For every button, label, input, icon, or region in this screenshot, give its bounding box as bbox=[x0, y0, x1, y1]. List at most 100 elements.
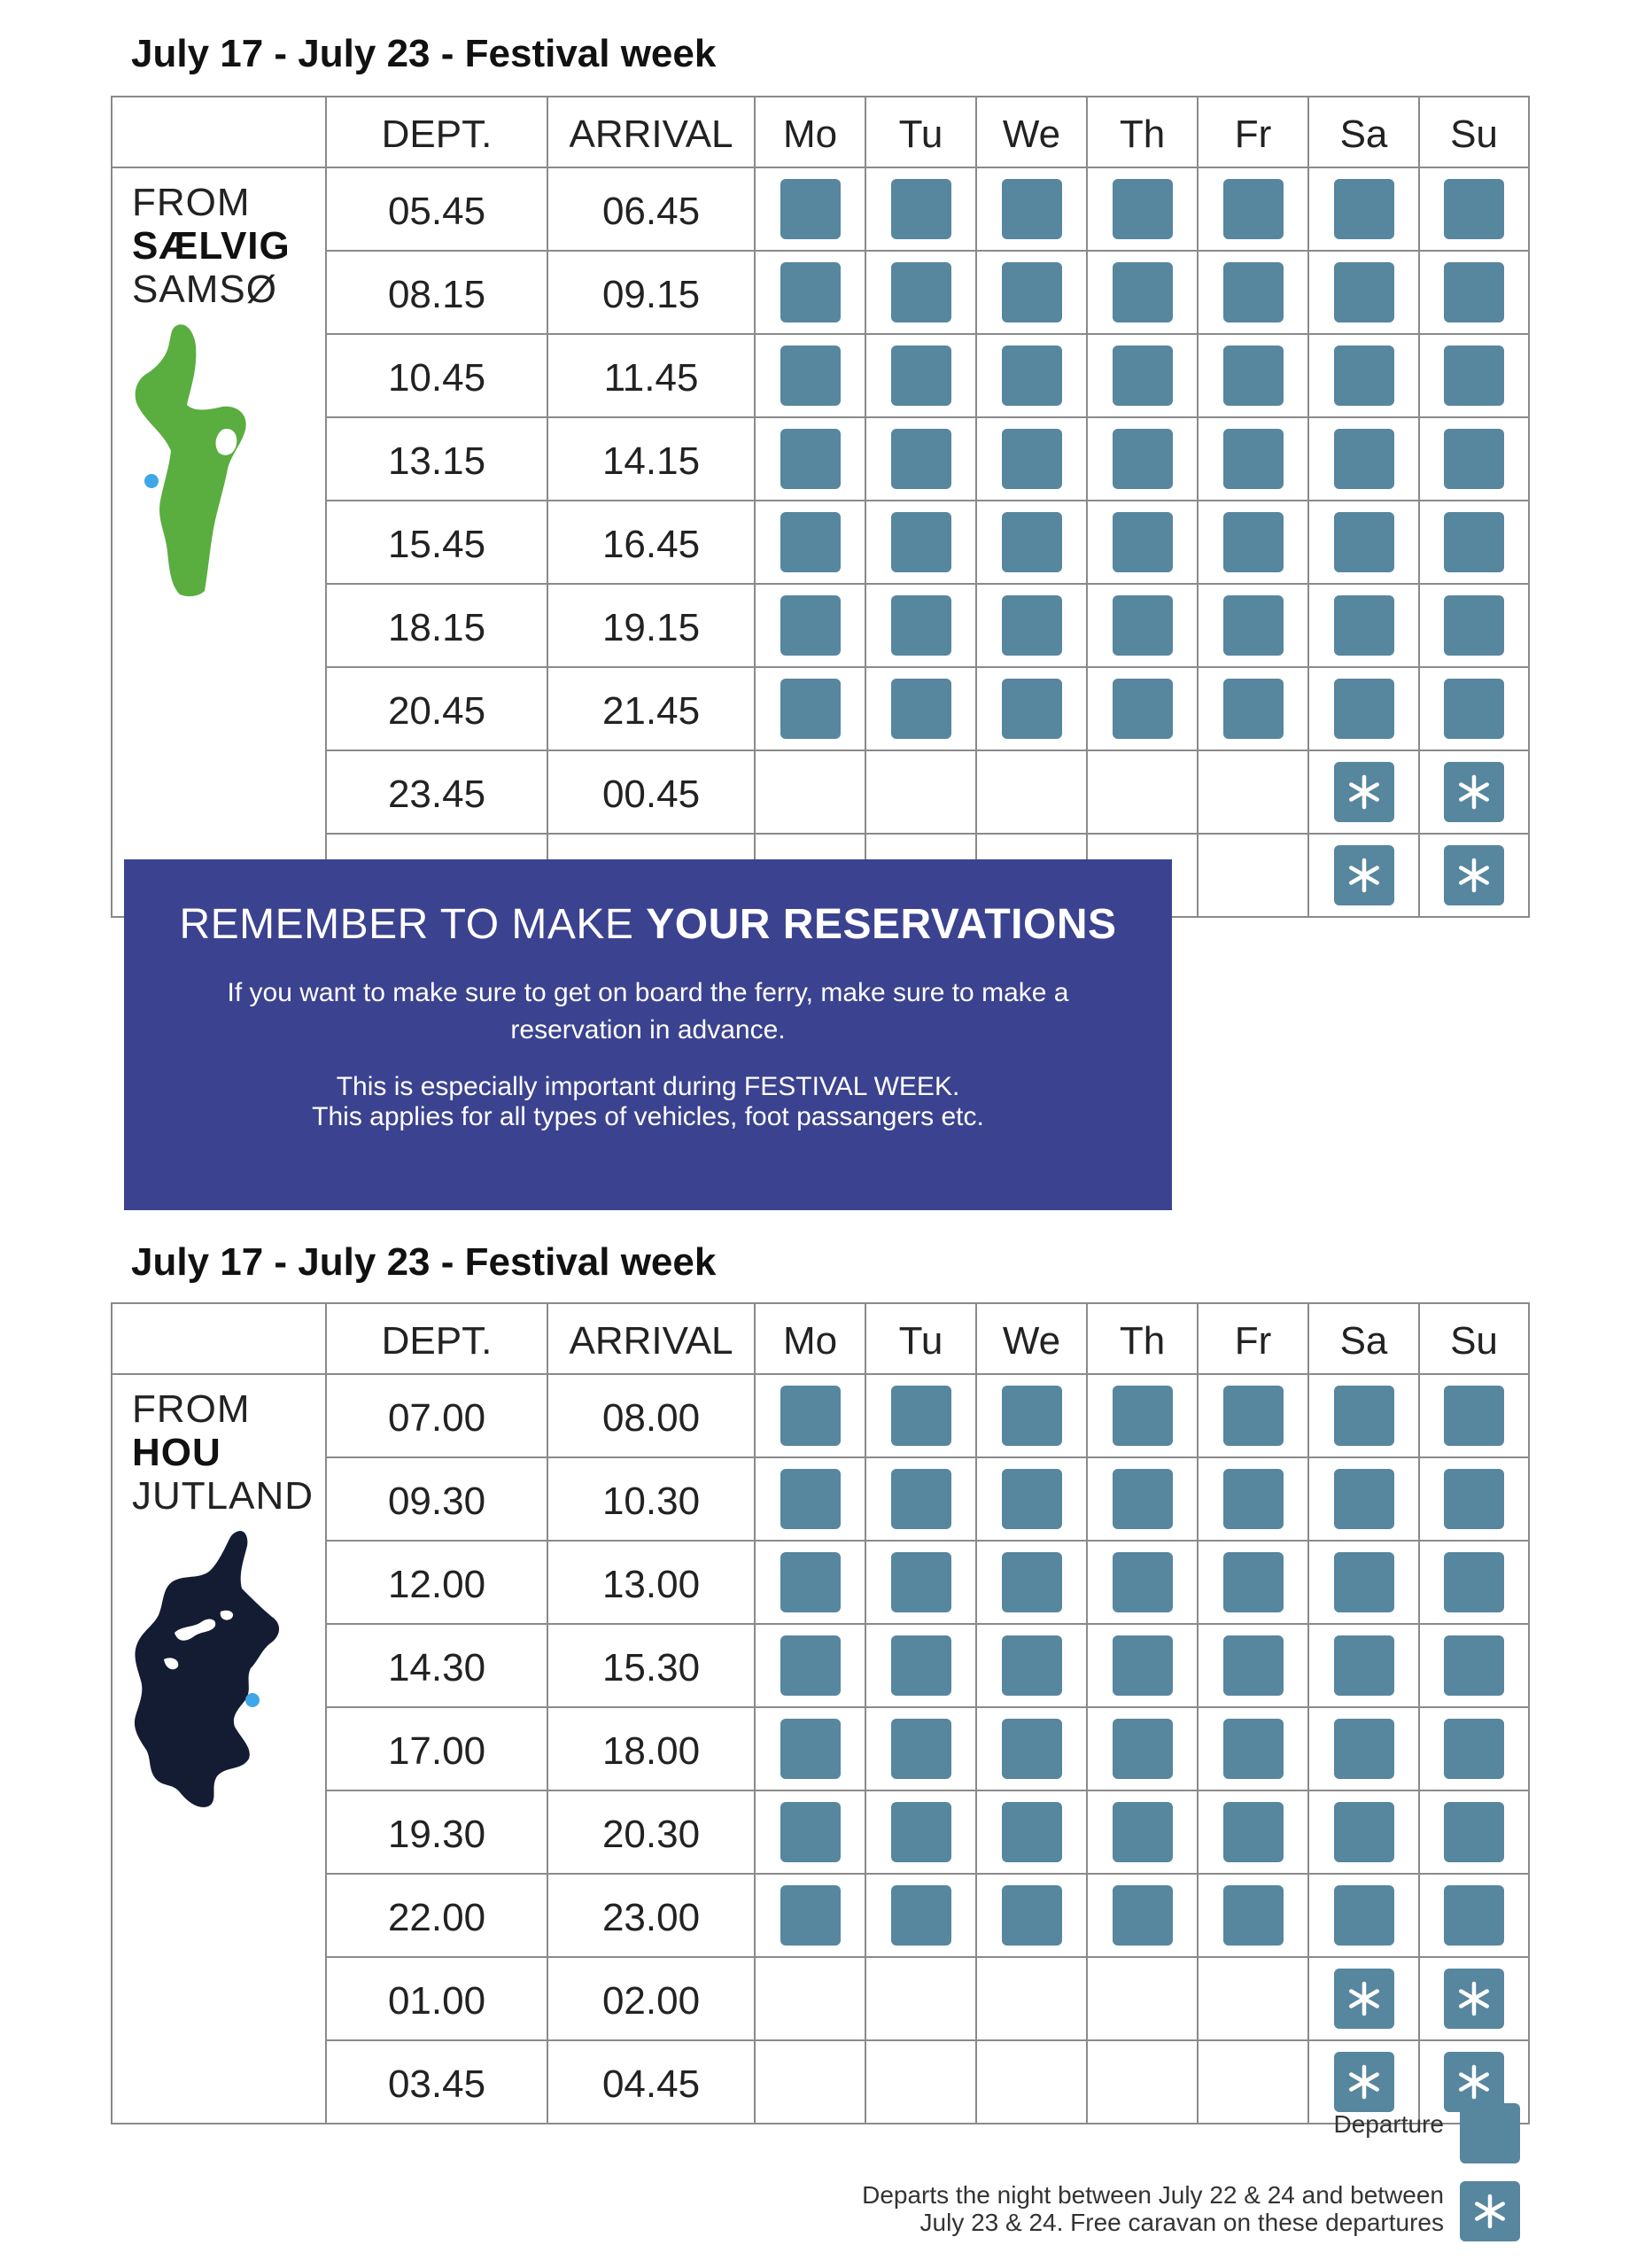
departure-square bbox=[1333, 679, 1394, 739]
day-cell-mo bbox=[754, 1540, 866, 1625]
departure-square bbox=[1333, 1635, 1394, 1696]
departure-square bbox=[1001, 429, 1062, 489]
day-cell-sa bbox=[1307, 833, 1420, 918]
departure-square bbox=[1444, 595, 1504, 656]
day-cell-we bbox=[975, 750, 1088, 835]
day-cell-we bbox=[975, 583, 1088, 668]
departure-square bbox=[1112, 595, 1173, 656]
departure-square bbox=[890, 1469, 951, 1529]
departure-square bbox=[890, 429, 951, 489]
departure-square bbox=[1222, 1552, 1284, 1612]
day-cell-we bbox=[975, 1790, 1088, 1875]
day-cell-th bbox=[1086, 1706, 1199, 1791]
asterisk-icon bbox=[1348, 858, 1379, 893]
departure-square bbox=[890, 679, 951, 739]
day-cell-mo bbox=[754, 2039, 866, 2124]
day-cell-we bbox=[975, 1373, 1088, 1458]
day-cell-we bbox=[975, 2039, 1088, 2124]
day-cell-fr bbox=[1197, 666, 1309, 751]
day-cell-th bbox=[1086, 1540, 1199, 1625]
day-cell-tu bbox=[865, 1956, 977, 2041]
day-cell-su bbox=[1418, 250, 1530, 335]
departure-square bbox=[1222, 346, 1284, 406]
departure-square bbox=[890, 512, 951, 572]
day-cell-mo bbox=[754, 1790, 866, 1875]
night-departure-square bbox=[1333, 845, 1394, 905]
departure-square bbox=[1333, 1386, 1394, 1446]
departure-square bbox=[1222, 1719, 1284, 1779]
table-row: 01.00 02.00 bbox=[112, 1956, 1530, 2041]
day-cell-fr bbox=[1197, 333, 1309, 418]
departure-square bbox=[1444, 1802, 1504, 1862]
day-cell-th bbox=[1086, 750, 1199, 835]
departure-square bbox=[1112, 179, 1173, 239]
header-mo: Mo bbox=[754, 96, 866, 168]
day-cell-tu bbox=[865, 250, 977, 335]
departure-square bbox=[1333, 429, 1394, 489]
day-cell-sa bbox=[1307, 666, 1420, 751]
day-cell-su bbox=[1418, 167, 1530, 252]
origin-from: FROM bbox=[132, 181, 251, 224]
departure-square bbox=[1112, 1469, 1173, 1529]
origin-from: FROM bbox=[132, 1387, 251, 1431]
departure-square bbox=[780, 1802, 841, 1862]
legend-night-label: Departs the night between July 22 & 24 a… bbox=[735, 2181, 1444, 2236]
night-departure-square bbox=[1444, 1969, 1504, 2029]
origin-cell: FROM HOU JUTLAND bbox=[111, 1373, 327, 2124]
day-cell-th bbox=[1086, 250, 1199, 335]
day-cell-tu bbox=[865, 416, 977, 501]
dept-time: 10.45 bbox=[325, 333, 548, 418]
day-cell-sa bbox=[1307, 2039, 1420, 2124]
departure-square bbox=[1222, 1885, 1284, 1946]
day-cell-tu bbox=[865, 750, 977, 835]
day-cell-su bbox=[1418, 1790, 1530, 1875]
asterisk-icon bbox=[1348, 1981, 1379, 2016]
table-row: 08.15 09.15 bbox=[112, 250, 1530, 335]
dept-time: 09.30 bbox=[325, 1456, 548, 1542]
arrival-time: 08.00 bbox=[547, 1373, 756, 1458]
day-cell-tu bbox=[865, 1456, 977, 1542]
departure-square bbox=[1333, 512, 1394, 572]
day-cell-sa bbox=[1307, 1790, 1420, 1875]
departure-square bbox=[1001, 179, 1062, 239]
arrival-time: 00.45 bbox=[547, 750, 756, 835]
departure-square bbox=[890, 1802, 951, 1862]
departure-square bbox=[1112, 1552, 1173, 1612]
day-cell-su bbox=[1418, 1956, 1530, 2041]
departure-square bbox=[1001, 262, 1062, 322]
departure-square bbox=[1444, 262, 1504, 322]
departure-square bbox=[1001, 679, 1062, 739]
day-cell-tu bbox=[865, 167, 977, 252]
departure-square bbox=[890, 179, 951, 239]
banner-paragraph-2: This is especially important during FEST… bbox=[177, 1072, 1119, 1132]
day-cell-sa bbox=[1307, 1873, 1420, 1958]
table-row: 14.30 15.30 bbox=[112, 1623, 1530, 1708]
origin-cell: FROM SÆLVIG SAMSØ bbox=[111, 167, 327, 918]
departure-square bbox=[780, 1552, 841, 1612]
day-cell-th bbox=[1086, 1373, 1199, 1458]
departure-square bbox=[890, 1635, 951, 1696]
departure-square bbox=[1112, 1802, 1173, 1862]
day-cell-mo bbox=[754, 1956, 866, 2041]
day-cell-su bbox=[1418, 333, 1530, 418]
day-cell-fr bbox=[1197, 416, 1309, 501]
departure-square bbox=[1112, 262, 1173, 322]
dept-time: 08.15 bbox=[325, 250, 548, 335]
arrival-time: 19.15 bbox=[547, 583, 756, 668]
day-cell-su bbox=[1418, 416, 1530, 501]
departure-square bbox=[1001, 1635, 1062, 1696]
day-cell-tu bbox=[865, 1540, 977, 1625]
origin-region: JUTLAND bbox=[132, 1474, 314, 1518]
dept-time: 05.45 bbox=[325, 167, 548, 252]
day-cell-fr bbox=[1197, 1873, 1309, 1958]
departure-square bbox=[780, 1885, 841, 1946]
day-cell-fr bbox=[1197, 250, 1309, 335]
dept-time: 12.00 bbox=[325, 1540, 548, 1625]
arrival-time: 23.00 bbox=[547, 1873, 756, 1958]
table-row: 19.30 20.30 bbox=[112, 1790, 1530, 1875]
day-cell-tu bbox=[865, 1706, 977, 1791]
timetable-2-title: July 17 - July 23 - Festival week bbox=[131, 1240, 717, 1284]
departure-square bbox=[1444, 346, 1504, 406]
dept-time: 13.15 bbox=[325, 416, 548, 501]
day-cell-tu bbox=[865, 500, 977, 585]
